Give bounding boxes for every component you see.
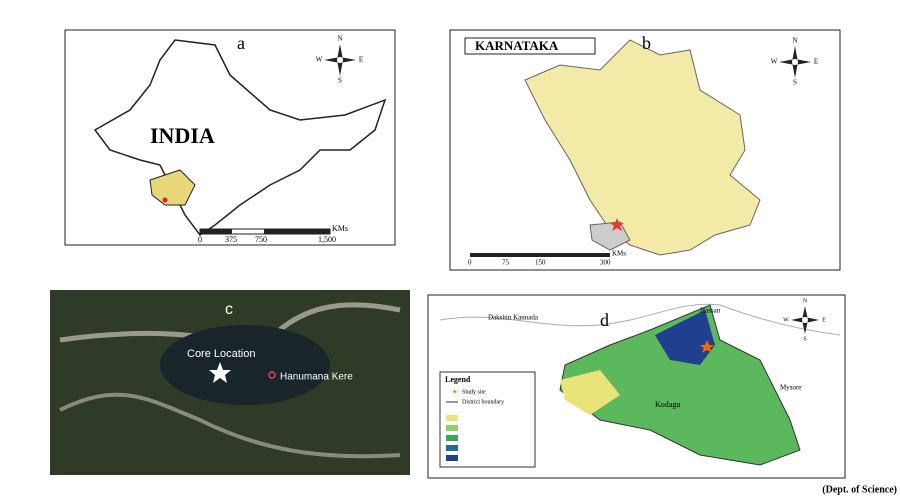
scale-bar (200, 229, 232, 234)
site-marker (700, 340, 714, 353)
legend-title: Legend (445, 375, 471, 384)
elevation-zone (560, 370, 620, 415)
scale-unit: KMs (332, 224, 348, 233)
compass-letter: W (316, 56, 323, 64)
legend-swatch (446, 435, 458, 441)
scale-bar (264, 229, 330, 234)
scale-label: 375 (225, 235, 237, 244)
panel-d: d Dakshin Kannada Hassan Kodagu Mysore L… (427, 294, 846, 479)
compass-rose (779, 46, 811, 78)
panel-label: b (642, 33, 651, 53)
compass-letter: E (814, 58, 818, 66)
scale-label: 0 (468, 259, 472, 267)
panel-label: d (600, 310, 609, 330)
panel-b: KARNATAKA b 0 75 150 300 KMs N E S W (449, 29, 841, 271)
compass-letter: N (337, 35, 342, 43)
scale-bar (470, 253, 610, 257)
panel-c: c Core Location Hanumana Kere (50, 290, 410, 475)
compass-rose (324, 44, 356, 76)
place-label: Core Location (187, 348, 256, 360)
place-label: Mysore (780, 384, 801, 392)
scale-label: 150 (535, 259, 546, 267)
legend-item: Study site (462, 389, 486, 395)
compass-letter: N (803, 298, 808, 304)
karnataka-map (524, 39, 761, 256)
compass-letter: W (783, 317, 789, 323)
place-label: Hanumana Kere (280, 372, 353, 383)
scale-label: 0 (198, 235, 202, 244)
scale-label: 1,500 (318, 235, 336, 244)
lake (160, 325, 330, 405)
site-marker (162, 197, 168, 203)
legend-swatch (446, 425, 458, 431)
compass: N E S W (316, 35, 363, 85)
panel-label: a (237, 33, 245, 53)
compass-letter: S (793, 79, 797, 87)
scale-label: 300 (600, 259, 611, 267)
compass-letter: E (822, 317, 826, 323)
place-marker (268, 371, 276, 379)
place-label: Hassan (700, 307, 721, 315)
scale-label: 750 (255, 235, 267, 244)
compass: N E S W (783, 298, 826, 342)
panel-a: a INDIA 0 375 750 1,500 KMs N E S W (64, 29, 396, 246)
district-boundary (439, 303, 841, 336)
compass-rose (791, 306, 819, 334)
road (59, 392, 401, 459)
map-title: INDIA (150, 123, 215, 148)
compass: N E S W (771, 37, 818, 87)
compass-letter: S (803, 336, 806, 342)
india-outline (93, 39, 387, 237)
compass-letter: S (338, 77, 342, 85)
legend-symbol: ★ (452, 388, 457, 395)
map-title: KARNATAKA (475, 38, 559, 53)
compass-letter: N (792, 37, 797, 45)
scale-label: 75 (502, 259, 510, 267)
title-box (464, 37, 596, 55)
core-marker (209, 362, 231, 383)
site-marker (610, 218, 624, 231)
legend-swatch (446, 455, 458, 461)
karnataka-highlight (149, 169, 196, 206)
kodagu-elevation (559, 304, 801, 466)
scale-unit: KMs (612, 250, 626, 258)
place-label: Dakshin Kannada (488, 314, 539, 322)
legend-item: District boundary (462, 399, 504, 405)
panel-label: c (225, 301, 233, 318)
compass-letter: W (771, 58, 778, 66)
legend-swatch (446, 415, 458, 421)
place-label: Kodagu (655, 400, 680, 409)
legend-swatch (446, 445, 458, 451)
elevation-zone (655, 310, 715, 365)
compass-letter: E (359, 56, 363, 64)
caption: (Dept. of Science) (822, 484, 897, 495)
